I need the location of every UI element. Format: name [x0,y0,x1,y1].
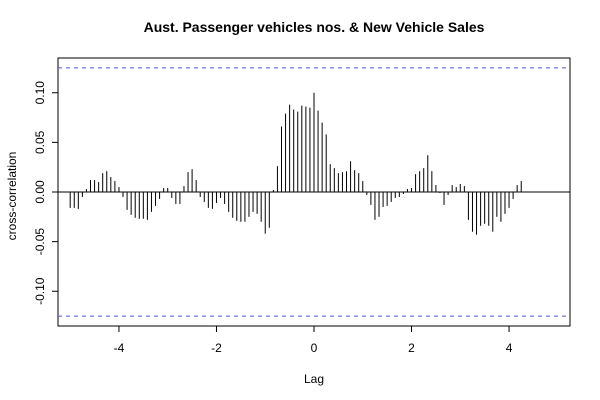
x-tick-label: 2 [408,341,415,355]
x-tick-label: 4 [506,341,513,355]
y-tick-label: 0.00 [33,180,47,204]
y-tick-label: -0.10 [33,277,47,305]
y-tick-label: 0.10 [33,81,47,105]
y-tick-label: -0.05 [33,228,47,256]
y-tick-label: 0.05 [33,130,47,154]
x-tick-label: -4 [114,341,125,355]
y-axis: -0.10 -0.05 0.00 0.05 0.10 [33,81,58,305]
chart-title: Aust. Passenger vehicles nos. & New Vehi… [144,19,485,35]
y-axis-label: cross-correlation [5,152,19,241]
bars-group [69,92,522,235]
x-axis-label: Lag [304,372,324,386]
x-tick-label: 0 [311,341,318,355]
x-tick-label: -2 [211,341,222,355]
x-axis: -4 -2 0 2 4 [114,326,513,355]
